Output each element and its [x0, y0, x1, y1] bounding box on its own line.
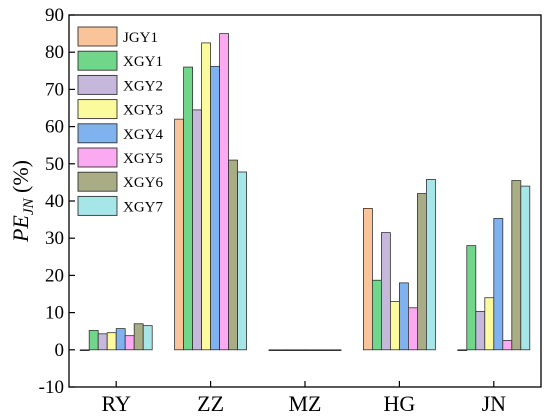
- bar-xgy6-hg: [416, 193, 427, 351]
- bar-jgy1-jn: [457, 349, 468, 351]
- y-axis-title-unit: (%): [8, 160, 33, 198]
- x-category-label: MZ: [289, 391, 322, 416]
- legend-swatch: [77, 74, 118, 95]
- bar-xgy4-ry: [115, 328, 126, 351]
- legend-swatch: [77, 50, 118, 71]
- bar-xgy7-zz: [237, 171, 248, 351]
- y-tick-label: 70: [45, 79, 64, 100]
- bar-xgy6-mz: [322, 349, 333, 351]
- legend-label: XGY6: [123, 175, 163, 191]
- legend-swatch: [77, 99, 118, 120]
- bar-xgy5-ry: [124, 335, 135, 351]
- bar-xgy1-jn: [466, 245, 477, 351]
- y-tick-label: 50: [45, 154, 64, 175]
- y-axis-title-sub: JN: [21, 197, 37, 215]
- bar-xgy7-mz: [331, 349, 342, 351]
- bar-xgy3-jn: [484, 297, 495, 351]
- bar-xgy1-ry: [88, 330, 99, 351]
- bar-xgy5-mz: [313, 349, 324, 351]
- bar-xgy3-ry: [106, 332, 117, 351]
- bar-xgy7-jn: [520, 185, 531, 351]
- bar-xgy2-mz: [286, 349, 297, 351]
- bar-jgy1-zz: [174, 118, 185, 351]
- bar-xgy6-jn: [511, 180, 522, 351]
- legend-label: XGY2: [123, 78, 163, 94]
- x-category-label: RY: [102, 391, 131, 416]
- y-tick-label: 60: [45, 117, 64, 138]
- legend-label: JGY1: [123, 30, 158, 46]
- bar-xgy7-ry: [142, 325, 153, 351]
- bar-xgy1-mz: [277, 349, 288, 351]
- legend-swatch: [77, 147, 118, 168]
- x-axis-labels: RY ZZ MZ HG JN: [102, 381, 507, 416]
- y-tick-label: 20: [45, 265, 64, 286]
- legend-swatch: [77, 26, 118, 47]
- bar-xgy6-ry: [133, 323, 144, 351]
- x-category-label: HG: [384, 391, 416, 416]
- bar-jgy1-hg: [362, 208, 373, 351]
- bar-xgy2-zz: [192, 109, 203, 351]
- y-tick-label: 90: [45, 5, 64, 26]
- x-category-label: JN: [482, 391, 507, 416]
- bar-xgy5-hg: [407, 307, 418, 351]
- bar-xgy2-ry: [97, 333, 108, 351]
- legend-swatch: [77, 171, 118, 192]
- bar-xgy5-zz: [219, 33, 230, 351]
- y-tick-label: 80: [45, 42, 64, 63]
- plot-frame: [68, 14, 542, 388]
- legend: JGY1 XGY1 XGY2 XGY3 XGY4 XGY5 XGY6 XGY7: [77, 26, 163, 216]
- legend-label: XGY5: [123, 151, 163, 167]
- y-tick-label: 30: [45, 228, 64, 249]
- bar-xgy3-zz: [201, 42, 212, 351]
- bar-xgy4-hg: [398, 282, 409, 351]
- y-axis-title-main: PE: [8, 215, 33, 243]
- y-tick-label: 40: [45, 191, 64, 212]
- y-axis-ticks: -10 0 10 20 30 40 50 60 70 80 90: [39, 5, 75, 398]
- bar-xgy3-mz: [295, 349, 306, 351]
- legend-swatch: [77, 123, 118, 144]
- bar-xgy4-jn: [493, 218, 504, 351]
- legend-swatch: [77, 195, 118, 216]
- bar-xgy4-zz: [210, 65, 221, 351]
- legend-label: XGY7: [123, 199, 163, 215]
- y-axis-title: PEJN (%): [8, 160, 37, 243]
- y-tick-label: 0: [55, 340, 65, 361]
- bar-xgy1-zz: [183, 66, 194, 351]
- x-category-label: ZZ: [197, 391, 224, 416]
- y-tick-label: -10: [39, 377, 64, 398]
- bar-jgy1-ry: [79, 349, 90, 351]
- bar-xgy1-hg: [371, 279, 382, 351]
- bar-xgy5-jn: [502, 340, 513, 351]
- bar-xgy4-mz: [304, 349, 315, 351]
- legend-label: XGY3: [123, 103, 163, 119]
- bar-xgy6-zz: [228, 159, 239, 351]
- bar-xgy7-hg: [425, 179, 436, 351]
- bar-series: [79, 33, 531, 351]
- y-tick-label: 10: [45, 303, 64, 324]
- bar-jgy1-mz: [268, 349, 279, 351]
- legend-label: XGY1: [123, 54, 163, 70]
- bar-xgy2-hg: [380, 232, 391, 351]
- bar-xgy2-jn: [475, 311, 486, 351]
- legend-label: XGY4: [123, 127, 163, 143]
- bar-xgy3-hg: [389, 301, 400, 351]
